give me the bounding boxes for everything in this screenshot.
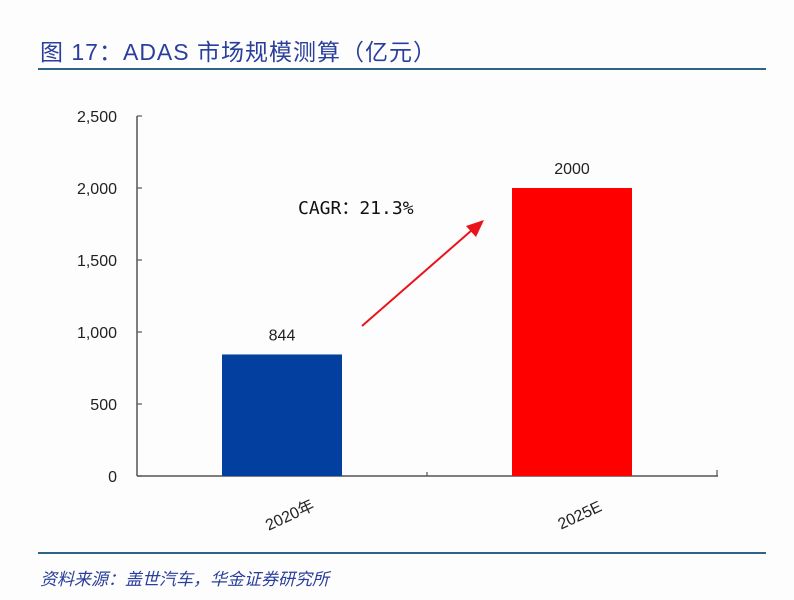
cagr-annotation: CAGR：21.3% (298, 198, 484, 327)
arrow-icon (361, 220, 484, 327)
x-category-label: 2025E (556, 498, 605, 533)
bars: 844 2020年 2000 2025E (222, 161, 632, 535)
data-label: 2000 (554, 161, 590, 178)
y-axis: 0 500 1,000 1,500 2,000 2,500 (77, 109, 142, 486)
y-tick-label: 2,000 (77, 181, 117, 198)
x-category-label: 2020年 (263, 496, 317, 534)
y-tick-label: 2,500 (77, 109, 117, 126)
bar (222, 354, 342, 476)
y-tick-label: 1,000 (77, 325, 117, 342)
y-tick-label: 500 (90, 397, 117, 414)
y-tick-label: 1,500 (77, 253, 117, 270)
source-note: 资料来源：盖世汽车，华金证券研究所 (40, 570, 329, 589)
figure-title: 图 17：ADAS 市场规模测算（亿元） (40, 39, 437, 65)
data-label: 844 (269, 327, 296, 344)
bar (512, 188, 632, 476)
title-divider (38, 68, 766, 70)
y-tick-label: 0 (108, 469, 117, 486)
footer-divider (38, 552, 766, 554)
cagr-label: CAGR：21.3% (298, 198, 414, 219)
